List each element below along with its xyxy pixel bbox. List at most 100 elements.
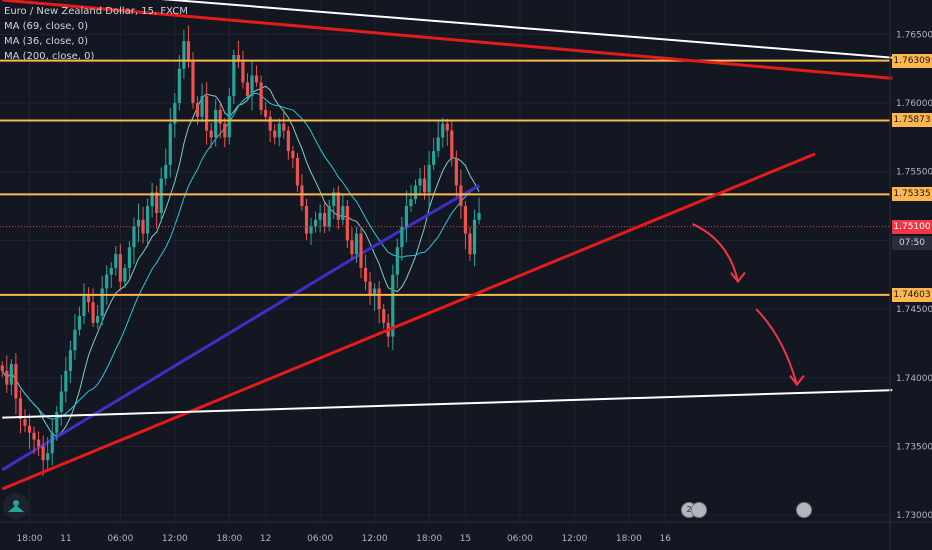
forecast-arrow-head-2 [789,375,805,387]
symbol-title[interactable]: Euro / New Zealand Dollar, 15, FXCM [4,6,188,17]
time-tick-label: 12:00 [162,534,188,544]
candle-body [77,315,82,330]
candle-body [286,130,290,152]
price-tick-label: 1.74500 [896,305,932,315]
candle-body [304,206,309,234]
candle-body [23,418,27,426]
candle-body [445,123,449,131]
candle-body [341,206,345,220]
candle-body [422,178,427,193]
candle-body [409,199,413,207]
tradingview-logo-icon[interactable] [3,493,29,519]
candle-body [477,212,481,220]
candle-body [5,370,9,385]
candle-body [350,240,354,255]
moving-averages [1,85,480,472]
candle-body [73,329,77,351]
candle-body [136,219,141,227]
trendline-lower-red [1,152,816,491]
forecast-arrows [692,223,805,387]
candle-body [318,212,322,220]
candle-body [205,96,209,131]
candle-body [377,288,381,310]
legend-ma-36[interactable]: MA (36, close, 0) [4,36,89,47]
time-tick-label: 16 [660,534,672,544]
candle-body [459,185,463,207]
candle-body [309,226,313,234]
candle-body [264,109,268,117]
candle-body [245,82,250,97]
forecast-arrow-head-1 [730,271,746,284]
price-tick-label: 1.76000 [896,99,932,109]
candle-body [454,157,458,186]
price-tick-label: 1.75500 [896,168,932,178]
candle-body [168,123,172,165]
candle-body [345,206,349,241]
legend-ma-200[interactable]: MA (200, close, 0) [4,51,95,62]
time-tick-label: 11 [60,534,71,544]
support-resistance-levels [0,59,890,296]
chart-legend: Euro / New Zealand Dollar, 15, FXCM MA (… [4,4,188,64]
candle-body [68,350,72,371]
candle-body [363,267,368,282]
candle-body [418,178,422,186]
candle-body [218,109,222,124]
candle-body [382,309,386,323]
candle-body [0,365,4,371]
candle-body [391,274,395,337]
price-axis: 1.765001.760001.755001.750001.745001.740… [896,30,932,521]
candle-body [427,164,431,193]
candle-body [91,302,95,323]
level-price-tag: 1.75873 [892,113,932,128]
candle-body [114,254,118,268]
candle-body [82,295,86,316]
candle-body [50,432,54,454]
candle-body [282,123,286,131]
candle-body [9,364,13,385]
legend-ma-69[interactable]: MA (69, close, 0) [4,21,89,32]
candle-body [177,68,181,104]
price-tick-label: 1.73500 [896,442,932,452]
chart-grid [0,0,890,522]
time-tick-label: 12:00 [561,534,587,544]
ma-69-line [1,92,480,420]
time-tick-label: 06:00 [107,534,133,544]
candle-body [336,192,340,220]
trendline-lower-white [2,389,893,419]
candle-body [327,206,331,227]
candle-body [141,219,145,234]
candle-body [105,274,109,289]
price-tick-label: 1.74000 [896,374,932,384]
time-tick-label: 18:00 [416,534,442,544]
candle-body [200,96,204,117]
time-axis: 18:00 11 06:00 12:00 18:00 12 06:00 12:00 18:00 1… [17,534,672,544]
candle-body [241,61,245,83]
candle-body [18,398,23,419]
calendar-event-icon[interactable] [796,502,812,518]
current-price-tag: 1.75100 [892,219,932,234]
candle-body [268,116,272,131]
candle-body [186,41,191,62]
candle-body [123,267,127,282]
candle-body [227,96,231,138]
candle-body [232,54,236,97]
candle-body [254,75,259,83]
candle-body [32,432,36,440]
candle-body [159,178,163,213]
trendline-upper-white [160,0,893,59]
candle-body [96,315,100,323]
time-tick-label: 12:00 [362,534,388,544]
candle-body [132,226,136,248]
time-tick-label: 18:00 [616,534,642,544]
candle-body [472,219,477,255]
candle-body [118,254,122,282]
ma-36-line [1,85,480,437]
news-event-icon[interactable] [691,502,707,518]
candle-body [400,226,404,248]
candle-body [250,75,254,97]
candle-body [359,233,363,268]
candle-body [295,157,300,186]
candle-body [41,446,45,461]
level-price-tag: 1.75335 [892,187,932,202]
